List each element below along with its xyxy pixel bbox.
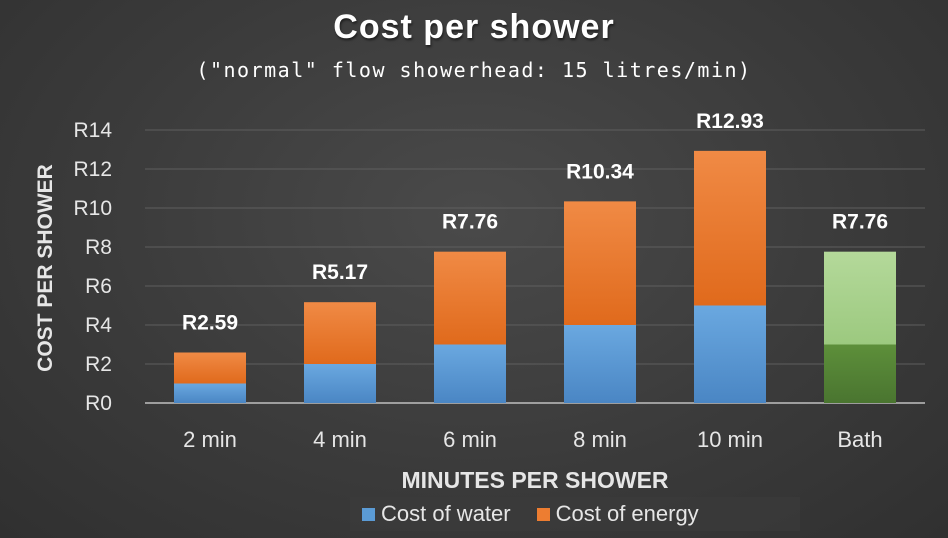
- bar-energy: [694, 150, 766, 306]
- x-tick-label: 10 min: [697, 427, 763, 452]
- legend-entry-energy: Cost of energy: [536, 501, 699, 527]
- y-tick-label: R10: [73, 197, 112, 220]
- y-tick-label: R12: [73, 158, 112, 181]
- x-tick-label: 8 min: [573, 427, 627, 452]
- x-tick-label: Bath: [837, 427, 882, 452]
- bar-energy: [434, 251, 506, 345]
- bar-energy: [824, 251, 896, 345]
- bar-water: [304, 364, 376, 403]
- data-label: R12.93: [696, 110, 764, 133]
- data-label: R5.17: [312, 261, 368, 284]
- legend-label-water: Cost of water: [381, 501, 511, 526]
- chart-legend: Cost of water Cost of energy: [350, 497, 800, 531]
- data-label: R7.76: [442, 211, 498, 234]
- bar-water: [434, 344, 506, 403]
- bar-water: [564, 325, 636, 403]
- bar-water: [824, 344, 896, 403]
- legend-swatch-energy: [536, 507, 550, 521]
- bar-water: [174, 383, 246, 403]
- data-label: R2.59: [182, 311, 238, 334]
- y-tick-label: R0: [85, 392, 112, 415]
- data-label: R10.34: [566, 160, 634, 183]
- x-tick-label: 2 min: [183, 427, 237, 452]
- legend-entry-water: Cost of water: [362, 501, 511, 527]
- bar-energy: [564, 201, 636, 325]
- y-axis-title: COST PER SHOWER: [34, 164, 57, 372]
- legend-label-energy: Cost of energy: [555, 501, 699, 526]
- x-tick-label: 4 min: [313, 427, 367, 452]
- legend-swatch-water: [362, 507, 375, 521]
- chart-subtitle: ("normal" flow showerhead: 15 litres/min…: [196, 58, 752, 82]
- bar-energy: [304, 302, 376, 364]
- data-label: R7.76: [832, 211, 888, 234]
- bar-energy: [174, 352, 246, 384]
- x-tick-label: 6 min: [443, 427, 497, 452]
- bar-water: [694, 305, 766, 403]
- x-axis-title: MINUTES PER SHOWER: [401, 467, 668, 493]
- y-tick-label: R8: [85, 236, 112, 259]
- y-tick-label: R2: [85, 353, 112, 376]
- y-tick-label: R14: [73, 119, 112, 142]
- chart-title: Cost per shower: [333, 8, 615, 46]
- y-tick-label: R4: [85, 314, 112, 337]
- y-tick-label: R6: [85, 275, 112, 298]
